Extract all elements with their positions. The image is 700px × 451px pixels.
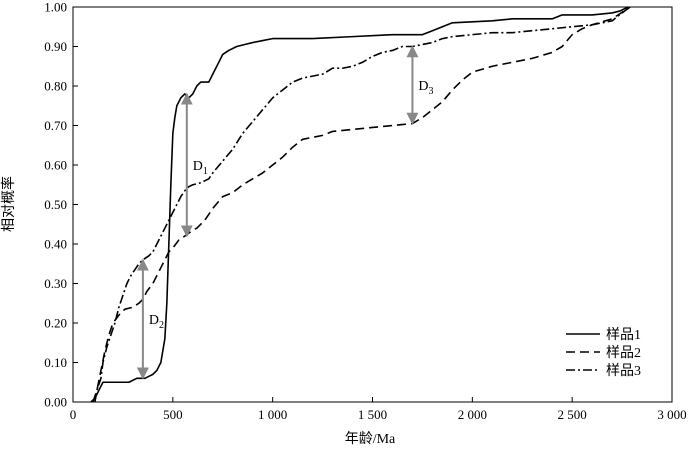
y-tick-label: 0.40	[44, 237, 67, 252]
legend: 样品1 样品2 样品3	[566, 327, 641, 379]
x-axis-title: 年龄/Ma	[345, 431, 396, 447]
x-tick-label: 3 000	[657, 407, 686, 422]
x-tick-label: 2 500	[558, 407, 587, 422]
y-tick-label: 0.50	[44, 197, 67, 212]
legend-label-1: 样品1	[606, 327, 641, 343]
y-tick-label: 0.90	[44, 39, 67, 54]
y-tick-label: 0.80	[44, 79, 67, 94]
x-tick-label: 500	[163, 407, 183, 422]
y-tick-label: 0.20	[44, 316, 67, 331]
difference-label-2: D2	[149, 313, 164, 331]
axis-ticks: 0 500 1 000 1 500 2 000 2 500 3 000 0.00 0.10 0.2…	[44, 0, 686, 422]
legend-label-3: 样品3	[606, 363, 641, 379]
difference-label-3: D3	[418, 79, 433, 97]
x-tick-label: 1 000	[258, 407, 287, 422]
y-axis-title: 相对概率	[0, 176, 17, 232]
y-tick-label: 0.30	[44, 276, 67, 291]
series-line-3	[94, 6, 631, 403]
y-tick-label: 1.00	[44, 0, 67, 15]
plot-frame	[72, 6, 673, 403]
series-line-1	[90, 6, 629, 403]
difference-label-1: D1	[193, 159, 208, 177]
series-line-2	[92, 6, 631, 403]
y-tick-label: 0.60	[44, 158, 67, 173]
y-tick-label: 0.00	[44, 395, 67, 410]
difference-annotations: D1 D2 D3	[136, 45, 434, 380]
series-lines	[90, 6, 631, 403]
x-tick-label: 0	[70, 407, 77, 422]
plot-border	[72, 6, 673, 403]
legend-label-2: 样品2	[606, 345, 641, 361]
x-tick-label: 2 000	[458, 407, 487, 422]
x-tick-label: 1 500	[358, 407, 387, 422]
y-tick-label: 0.70	[44, 118, 67, 133]
y-tick-label: 0.10	[44, 355, 67, 370]
